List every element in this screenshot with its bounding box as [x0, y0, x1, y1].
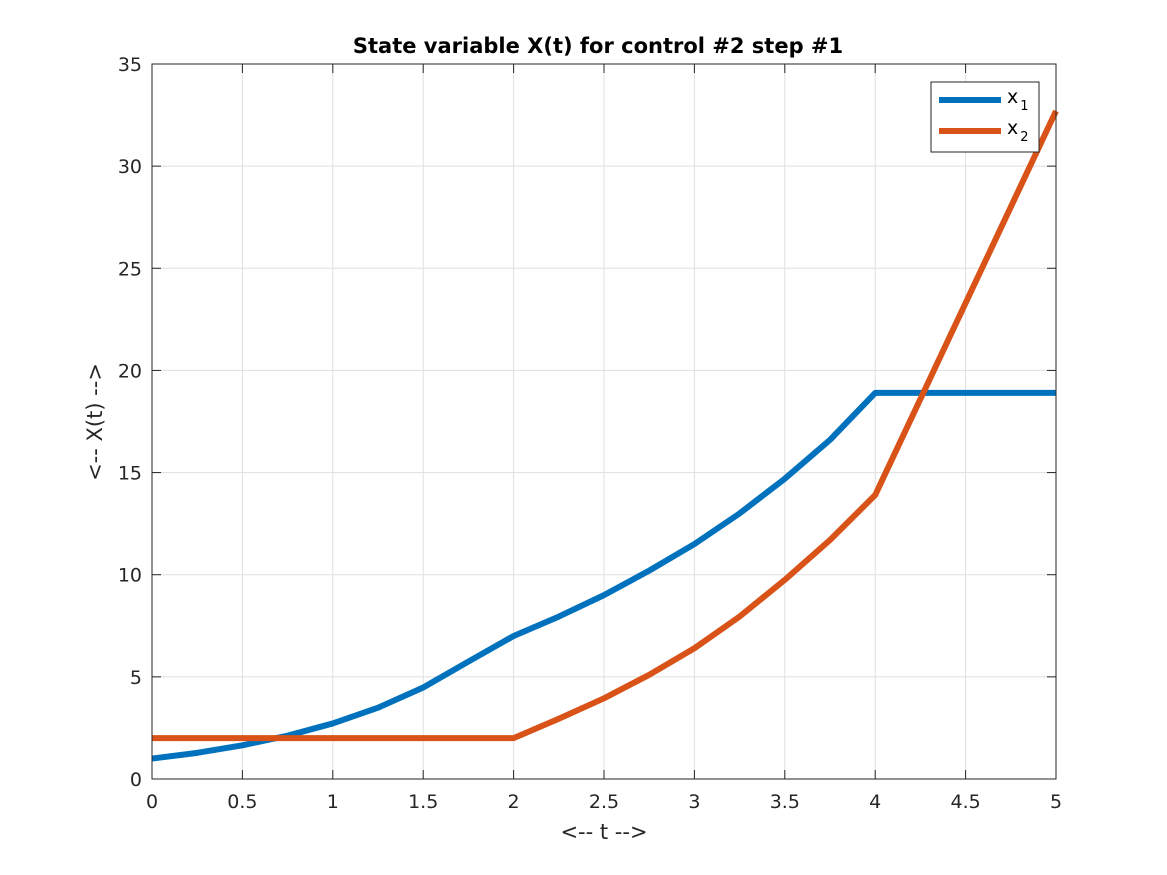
y-tick-label: 5 — [130, 667, 142, 689]
x-tick-label: 2 — [508, 791, 520, 813]
y-axis-label: <-- X(t) --> — [83, 363, 107, 481]
x-tick-label: 3.5 — [770, 791, 800, 813]
y-tick-label: 25 — [118, 258, 142, 280]
series-line-x2 — [152, 109, 1059, 742]
x-tick-label: 1.5 — [408, 791, 438, 813]
y-tick-label: 20 — [118, 360, 142, 382]
x-tick-label: 0.5 — [227, 791, 257, 813]
x-axis-label: <-- t --> — [560, 820, 647, 844]
y-tick-label: 15 — [118, 463, 142, 485]
y-tick-label: 35 — [118, 54, 142, 76]
x-tick-label: 4.5 — [950, 791, 980, 813]
y-tick-label: 30 — [118, 156, 142, 178]
x-tick-label: 2.5 — [589, 791, 619, 813]
y-tick-label: 0 — [130, 769, 142, 791]
y-tick-label: 10 — [118, 565, 142, 587]
x-tick-label: 3 — [688, 791, 700, 813]
series-group — [151, 109, 1059, 762]
legend: x 1x 2 — [930, 81, 1040, 153]
ticks: 0 0.5 1 1.5 2 2.5 3 3.5 4 4.5 5 0 5 10 15 20 25 30 35 — [118, 54, 1062, 813]
x-tick-label: 1 — [327, 791, 339, 813]
x-tick-label: 4 — [869, 791, 881, 813]
x-tick-label: 0 — [146, 791, 158, 813]
legend-box — [930, 81, 1040, 153]
x-tick-label: 5 — [1050, 791, 1062, 813]
chart-title: State variable X(t) for control #2 step … — [353, 34, 843, 58]
